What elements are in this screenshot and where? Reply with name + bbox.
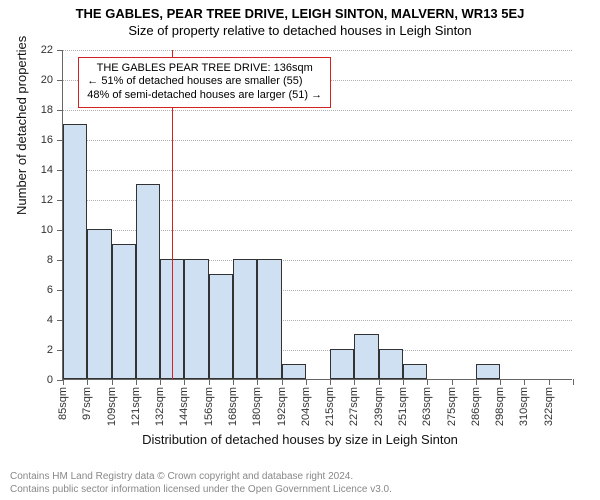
x-tick	[330, 379, 331, 385]
x-tick-label: 132sqm	[154, 387, 166, 426]
y-tick-label: 2	[47, 344, 53, 356]
chart-title: THE GABLES, PEAR TREE DRIVE, LEIGH SINTO…	[0, 0, 600, 21]
x-tick	[87, 379, 88, 385]
x-tick	[184, 379, 185, 385]
y-tick-label: 18	[41, 104, 53, 116]
histogram-bar	[87, 229, 111, 379]
footer-line-2: Contains public sector information licen…	[10, 484, 590, 497]
x-tick	[136, 379, 137, 385]
x-tick	[476, 379, 477, 385]
x-tick-label: 180sqm	[251, 387, 263, 426]
x-tick	[524, 379, 525, 385]
y-tick-label: 12	[41, 194, 53, 206]
x-tick-label: 192sqm	[276, 387, 288, 426]
x-tick-label: 121sqm	[130, 387, 142, 426]
x-tick-label: 239sqm	[373, 387, 385, 426]
x-tick-label: 251sqm	[397, 387, 409, 426]
x-tick-label: 204sqm	[300, 387, 312, 426]
x-tick	[112, 379, 113, 385]
y-axis-label: Number of detached properties	[14, 36, 29, 215]
y-tick	[57, 50, 63, 51]
x-tick-label: 85sqm	[57, 387, 69, 420]
y-tick-label: 10	[41, 224, 53, 236]
histogram-bar	[209, 274, 233, 379]
y-tick-label: 22	[41, 44, 53, 56]
histogram-bar	[112, 244, 136, 379]
chart-container: THE GABLES, PEAR TREE DRIVE, LEIGH SINTO…	[0, 0, 600, 500]
histogram-bar	[330, 349, 354, 379]
x-tick	[282, 379, 283, 385]
x-tick-label: 227sqm	[348, 387, 360, 426]
x-tick	[160, 379, 161, 385]
gridline	[63, 50, 572, 51]
chart-subtitle: Size of property relative to detached ho…	[0, 21, 600, 42]
y-tick-label: 6	[47, 284, 53, 296]
histogram-bar	[136, 184, 160, 379]
x-tick	[63, 379, 64, 385]
x-axis-label: Distribution of detached houses by size …	[0, 432, 600, 447]
info-box-line: THE GABLES PEAR TREE DRIVE: 136sqm	[87, 62, 322, 76]
x-tick-label: 215sqm	[324, 387, 336, 426]
y-tick-label: 20	[41, 74, 53, 86]
x-tick	[452, 379, 453, 385]
x-tick-label: 168sqm	[227, 387, 239, 426]
histogram-bar	[476, 364, 500, 379]
info-box: THE GABLES PEAR TREE DRIVE: 136sqm← 51% …	[78, 57, 331, 108]
x-tick	[233, 379, 234, 385]
y-tick	[57, 80, 63, 81]
histogram-bar	[282, 364, 306, 379]
histogram-bar	[403, 364, 427, 379]
footer-line-1: Contains HM Land Registry data © Crown c…	[10, 471, 590, 484]
x-tick	[257, 379, 258, 385]
y-tick-label: 8	[47, 254, 53, 266]
x-tick-label: 109sqm	[106, 387, 118, 426]
x-tick	[500, 379, 501, 385]
x-tick-label: 144sqm	[178, 387, 190, 426]
x-tick	[354, 379, 355, 385]
x-tick-label: 156sqm	[203, 387, 215, 426]
plot-area: 024681012141618202285sqm97sqm109sqm121sq…	[62, 50, 572, 380]
histogram-bar	[233, 259, 257, 379]
info-box-line: ← 51% of detached houses are smaller (55…	[87, 75, 322, 89]
x-tick-label: 310sqm	[518, 387, 530, 426]
y-tick-label: 0	[47, 374, 53, 386]
info-box-line: 48% of semi-detached houses are larger (…	[87, 89, 322, 103]
y-tick-label: 14	[41, 164, 53, 176]
y-tick-label: 16	[41, 134, 53, 146]
y-tick-label: 4	[47, 314, 53, 326]
x-tick	[379, 379, 380, 385]
gridline	[63, 140, 572, 141]
gridline	[63, 170, 572, 171]
y-tick	[57, 110, 63, 111]
x-tick	[209, 379, 210, 385]
x-tick-label: 286sqm	[470, 387, 482, 426]
gridline	[63, 110, 572, 111]
x-tick	[549, 379, 550, 385]
x-tick-label: 97sqm	[81, 387, 93, 420]
x-tick	[403, 379, 404, 385]
x-tick-label: 298sqm	[494, 387, 506, 426]
histogram-bar	[63, 124, 87, 379]
histogram-bar	[257, 259, 281, 379]
histogram-bar	[184, 259, 208, 379]
histogram-bar	[379, 349, 403, 379]
x-tick-label: 322sqm	[543, 387, 555, 426]
x-tick	[573, 379, 574, 385]
x-tick	[427, 379, 428, 385]
histogram-bar	[354, 334, 378, 379]
footer: Contains HM Land Registry data © Crown c…	[10, 471, 590, 496]
x-tick-label: 275sqm	[446, 387, 458, 426]
x-tick-label: 263sqm	[421, 387, 433, 426]
x-tick	[306, 379, 307, 385]
